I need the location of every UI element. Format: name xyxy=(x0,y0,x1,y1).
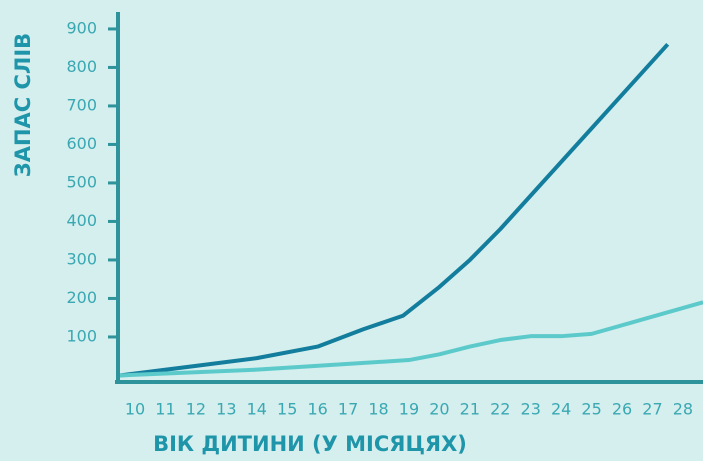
x-tick-label: 13 xyxy=(216,400,236,419)
x-axis-label: ВІК ДИТИНИ (У МІСЯЦЯХ) xyxy=(153,432,467,456)
x-tick-label: 24 xyxy=(551,400,571,419)
y-tick-label: 800 xyxy=(66,57,97,76)
x-tick-label: 27 xyxy=(642,400,662,419)
x-tick-label: 19 xyxy=(399,400,419,419)
x-tick-label: 25 xyxy=(581,400,601,419)
x-tick-label: 14 xyxy=(247,400,267,419)
x-tick-label: 20 xyxy=(429,400,449,419)
y-tick-label: 400 xyxy=(66,211,97,230)
line-series xyxy=(119,300,703,378)
x-tick-label: 18 xyxy=(368,400,388,419)
x-tick-label: 15 xyxy=(277,400,297,419)
y-tick-label: 200 xyxy=(66,288,97,307)
y-tick-label: 900 xyxy=(66,18,97,37)
y-tick-label: 300 xyxy=(66,249,97,268)
x-tick-label: 23 xyxy=(521,400,541,419)
y-axis-label: ЗАПАС СЛІВ xyxy=(11,33,35,177)
x-tick-label: 17 xyxy=(338,400,358,419)
x-tick-label: 12 xyxy=(186,400,206,419)
x-tick-label: 10 xyxy=(125,400,145,419)
x-tick-label: 21 xyxy=(460,400,480,419)
y-tick-label: 100 xyxy=(66,326,97,345)
line-series xyxy=(119,42,670,378)
x-tick-label: 11 xyxy=(155,400,175,419)
y-tick-label: 500 xyxy=(66,172,97,191)
x-tick-label: 28 xyxy=(673,400,693,419)
x-tick-label: 26 xyxy=(612,400,632,419)
y-tick-label: 700 xyxy=(66,95,97,114)
y-tick-label: 600 xyxy=(66,134,97,153)
x-tick-label: 16 xyxy=(307,400,327,419)
x-tick-label: 22 xyxy=(490,400,510,419)
